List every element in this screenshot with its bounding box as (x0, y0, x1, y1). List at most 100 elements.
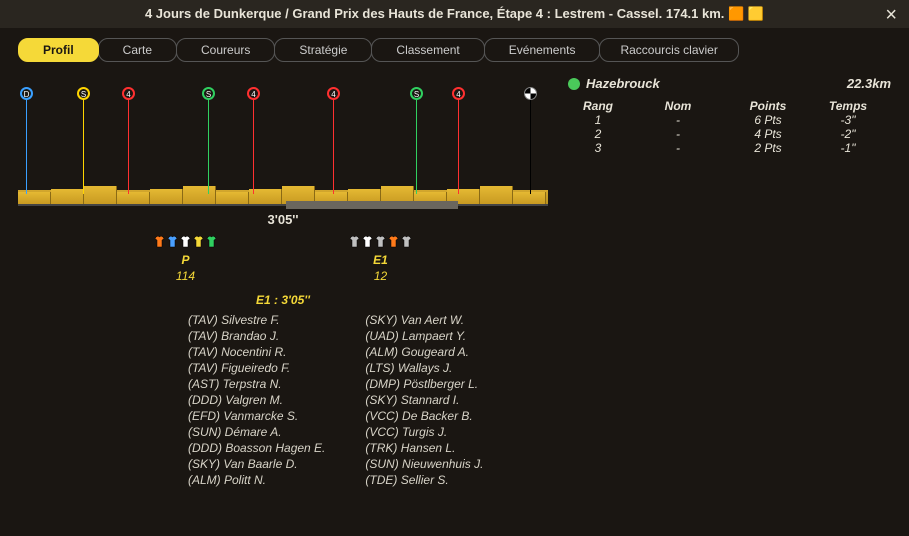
tab-classement[interactable]: Classement (371, 38, 484, 62)
escape-jerseys (348, 235, 413, 251)
tab-evénements[interactable]: Evénements (484, 38, 601, 62)
e1-time-heading: E1 : 3'05'' (18, 293, 548, 307)
peloton-count: 114 (153, 269, 218, 283)
rider-item[interactable]: (SUN) Démare A. (188, 425, 325, 439)
rider-item[interactable]: (AST) Terpstra N. (188, 377, 325, 391)
jersey-icon (166, 235, 179, 251)
cell-rang: 1 (568, 113, 628, 127)
profile-marker[interactable]: D (26, 89, 27, 194)
location-row: Hazebrouck 22.3km (568, 76, 891, 91)
marker-head: 4 (452, 87, 465, 100)
cell-nom: - (628, 141, 728, 155)
tab-coureurs[interactable]: Coureurs (176, 38, 275, 62)
profile-marker[interactable] (530, 89, 531, 194)
location-distance: 22.3km (847, 76, 891, 91)
rider-item[interactable]: (TAV) Silvestre F. (188, 313, 325, 327)
table-row: 3-2 Pts-1" (568, 141, 891, 155)
marker-head: D (20, 87, 33, 100)
rider-item[interactable]: (DMP) Pöstlberger L. (365, 377, 483, 391)
tab-stratégie[interactable]: Stratégie (274, 38, 372, 62)
rider-item[interactable]: (TAV) Nocentini R. (188, 345, 325, 359)
profile-marker[interactable]: 4 (253, 89, 254, 194)
peloton-label: P (153, 253, 218, 267)
riders-col-right: (SKY) Van Aert W. (UAD) Lampaert Y. (ALM) … (365, 313, 483, 487)
table-row: 1-6 Pts-3" (568, 113, 891, 127)
jersey-icon (192, 235, 205, 251)
sprint-dot-icon (568, 78, 580, 90)
rider-item[interactable]: (TRK) Hansen L. (365, 441, 483, 455)
profile-marker[interactable]: 4 (128, 89, 129, 194)
rider-item[interactable]: (ALM) Gougeard A. (365, 345, 483, 359)
terrain-strip (18, 190, 548, 204)
rider-item[interactable]: (LTS) Wallays J. (365, 361, 483, 375)
profile-marker[interactable]: S (416, 89, 417, 194)
profile-marker[interactable]: S (208, 89, 209, 194)
riders-col-left: (TAV) Silvestre F. (TAV) Brandao J. (TAV) … (188, 313, 325, 487)
jersey-icon (400, 235, 413, 251)
col-rang: Rang (568, 99, 628, 113)
marker-head: S (410, 87, 423, 100)
jersey-icon (348, 235, 361, 251)
cell-rang: 3 (568, 141, 628, 155)
rider-item[interactable]: (EFD) Vanmarcke S. (188, 409, 325, 423)
gap-time-label: 3'05'' (18, 212, 548, 227)
points-table: Rang Nom Points Temps 1-6 Pts-3"2-4 Pts-… (568, 99, 891, 155)
profile-marker[interactable]: 4 (458, 89, 459, 194)
table-header: Rang Nom Points Temps (568, 99, 891, 113)
jersey-icon (361, 235, 374, 251)
jersey-icon (153, 235, 166, 251)
rider-item[interactable]: (TAV) Brandao J. (188, 329, 325, 343)
group-peloton[interactable]: P 114 (153, 235, 218, 283)
close-button[interactable]: × (885, 4, 897, 27)
escape-label: E1 (348, 253, 413, 267)
col-points: Points (728, 99, 808, 113)
group-escape[interactable]: E1 12 (348, 235, 413, 283)
cell-nom: - (628, 127, 728, 141)
marker-head: S (77, 87, 90, 100)
col-temps: Temps (808, 99, 888, 113)
rider-item[interactable]: (DDD) Boasson Hagen E. (188, 441, 325, 455)
jersey-icon (387, 235, 400, 251)
rider-item[interactable]: (VCC) De Backer B. (365, 409, 483, 423)
rider-item[interactable]: (VCC) Turgis J. (365, 425, 483, 439)
rider-item[interactable]: (SKY) Stannard I. (365, 393, 483, 407)
rider-item[interactable]: (SUN) Nieuwenhuis J. (365, 457, 483, 471)
elevation-profile: DS4S44S4 (18, 76, 548, 206)
cell-points: 4 Pts (728, 127, 808, 141)
marker-head: 4 (327, 87, 340, 100)
rider-item[interactable]: (SKY) Van Baarle D. (188, 457, 325, 471)
tab-profil[interactable]: Profil (18, 38, 99, 62)
checkpoint-panel: Hazebrouck 22.3km Rang Nom Points Temps … (548, 76, 891, 487)
title-bar: 4 Jours de Dunkerque / Grand Prix des Ha… (0, 0, 909, 28)
stage-title: 4 Jours de Dunkerque / Grand Prix des Ha… (145, 6, 724, 21)
cell-points: 6 Pts (728, 113, 808, 127)
rider-item[interactable]: (DDD) Valgren M. (188, 393, 325, 407)
cell-temps: -3" (808, 113, 888, 127)
rider-item[interactable]: (ALM) Politt N. (188, 473, 325, 487)
profile-marker[interactable]: S (83, 89, 84, 194)
rider-item[interactable]: (TDE) Sellier S. (365, 473, 483, 487)
col-nom: Nom (628, 99, 728, 113)
profile-marker[interactable]: 4 (333, 89, 334, 194)
cell-nom: - (628, 113, 728, 127)
jersey-icon (179, 235, 192, 251)
finish-icon (524, 87, 537, 100)
marker-head: 4 (247, 87, 260, 100)
cell-rang: 2 (568, 127, 628, 141)
cell-temps: -2" (808, 127, 888, 141)
jersey-icon (374, 235, 387, 251)
tab-raccourcis-clavier[interactable]: Raccourcis clavier (599, 38, 738, 62)
gap-indicator (286, 201, 458, 209)
cell-temps: -1" (808, 141, 888, 155)
rider-item[interactable]: (TAV) Figueiredo F. (188, 361, 325, 375)
rider-item[interactable]: (UAD) Lampaert Y. (365, 329, 483, 343)
riders-list: (TAV) Silvestre F. (TAV) Brandao J. (TAV) … (18, 313, 548, 487)
peloton-jerseys (153, 235, 218, 251)
tab-bar: ProfilCarteCoureursStratégieClassementEv… (0, 28, 909, 66)
tab-carte[interactable]: Carte (98, 38, 177, 62)
groups-row: P 114 E1 12 (18, 235, 548, 283)
rider-item[interactable]: (SKY) Van Aert W. (365, 313, 483, 327)
table-row: 2-4 Pts-2" (568, 127, 891, 141)
jersey-icon (205, 235, 218, 251)
location-name: Hazebrouck (586, 76, 660, 91)
